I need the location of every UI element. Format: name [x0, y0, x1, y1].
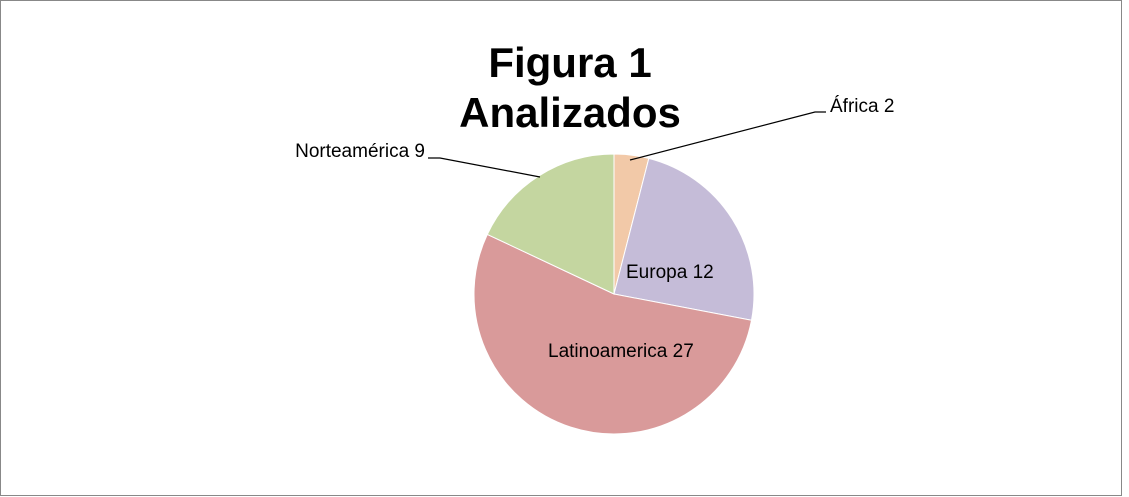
label-category: Latinoamerica: [548, 341, 668, 362]
label-category: Europa: [626, 262, 688, 283]
leader-line: [629, 111, 826, 161]
data-label: Norteamérica 9: [295, 141, 425, 162]
label-value: 2: [884, 96, 895, 117]
pie-slice: [613, 157, 755, 321]
label-value: 12: [693, 262, 714, 283]
label-category: África: [830, 96, 879, 117]
label-value: 9: [414, 141, 425, 162]
data-label: África 2: [830, 96, 894, 117]
label-value: 27: [673, 341, 694, 362]
chart-title: Figura 1 Analizados: [459, 39, 681, 136]
data-label: Latinoamerica 27: [548, 341, 694, 362]
data-label: Europa 12: [626, 262, 714, 283]
pie-slice: [473, 233, 753, 435]
label-category: Norteamérica: [295, 141, 409, 162]
leader-line: [428, 157, 541, 178]
pie-slice: [486, 153, 615, 295]
